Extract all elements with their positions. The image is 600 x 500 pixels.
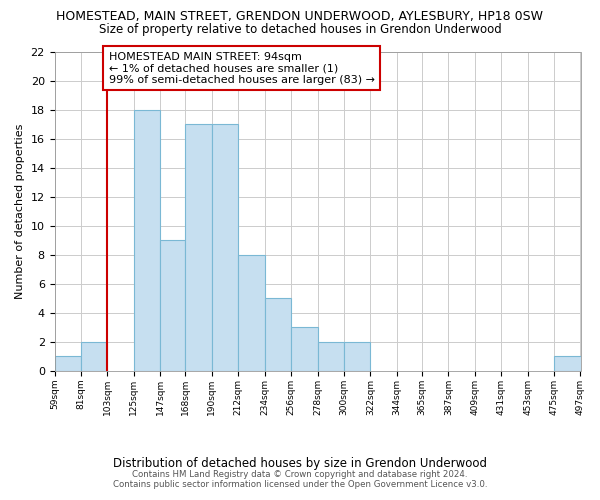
Bar [265,298,291,371]
Text: Contains HM Land Registry data © Crown copyright and database right 2024.
Contai: Contains HM Land Registry data © Crown c… [113,470,487,489]
Y-axis label: Number of detached properties: Number of detached properties [15,124,25,299]
Bar [291,328,317,371]
Bar [55,356,81,371]
Bar [317,342,344,371]
Bar [160,240,185,371]
Bar [344,342,370,371]
Text: Size of property relative to detached houses in Grendon Underwood: Size of property relative to detached ho… [98,22,502,36]
Bar [212,124,238,371]
Text: HOMESTEAD, MAIN STREET, GRENDON UNDERWOOD, AYLESBURY, HP18 0SW: HOMESTEAD, MAIN STREET, GRENDON UNDERWOO… [56,10,544,23]
Text: Distribution of detached houses by size in Grendon Underwood: Distribution of detached houses by size … [113,458,487,470]
Bar [554,356,581,371]
Bar [238,255,265,371]
Bar [185,124,212,371]
Bar [81,342,107,371]
Text: HOMESTEAD MAIN STREET: 94sqm
← 1% of detached houses are smaller (1)
99% of semi: HOMESTEAD MAIN STREET: 94sqm ← 1% of det… [109,52,374,84]
Bar [134,110,160,371]
